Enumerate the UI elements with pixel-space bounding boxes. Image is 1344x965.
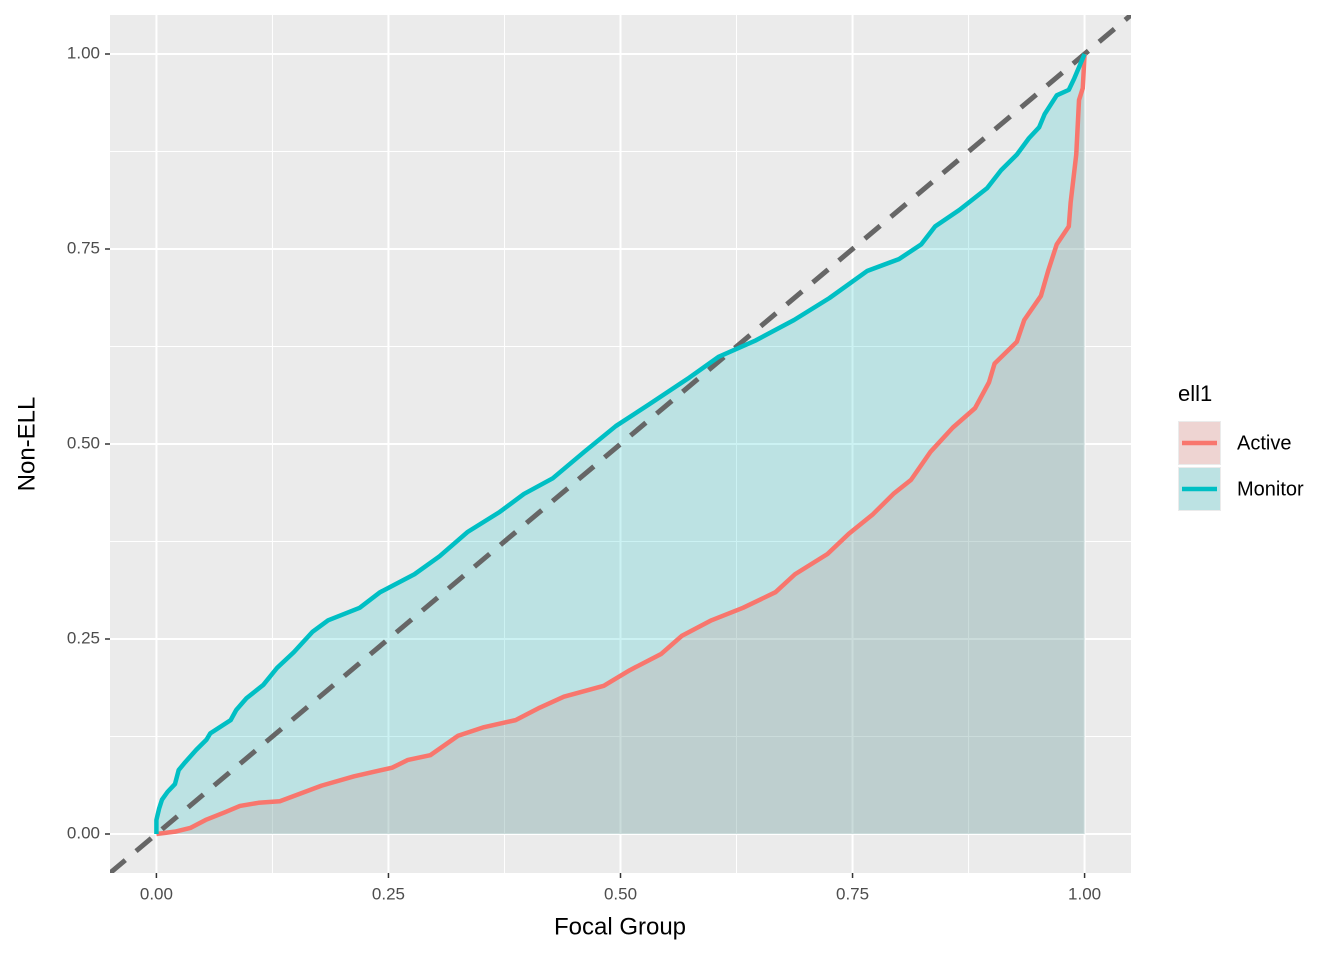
legend-label: Active [1237,432,1291,454]
reference-line [110,15,1131,873]
x-tick-label: 0.50 [604,884,637,903]
x-axis-title: Focal Group [554,913,686,940]
grid [110,15,1131,873]
x-tick-label: 0.75 [836,884,869,903]
line [156,53,1087,837]
legend-label: Monitor [1237,478,1304,500]
y-tick-label: 0.00 [67,823,100,842]
area [156,54,1085,834]
y-tick-label: 0.50 [67,433,100,452]
y-tick-label: 0.75 [67,238,100,257]
y-tick-label: 0.25 [67,628,100,647]
x-tick-label: 0.00 [140,884,173,903]
legend-title: ell1 [1178,381,1212,406]
line [154,53,1087,834]
x-tick-label: 1.00 [1068,884,1101,903]
x-tick-label: 0.25 [372,884,405,903]
y-tick-label: 1.00 [67,43,100,62]
y-axis-title: Non-ELL [13,397,40,492]
area [156,54,1085,834]
plot [110,15,1131,873]
